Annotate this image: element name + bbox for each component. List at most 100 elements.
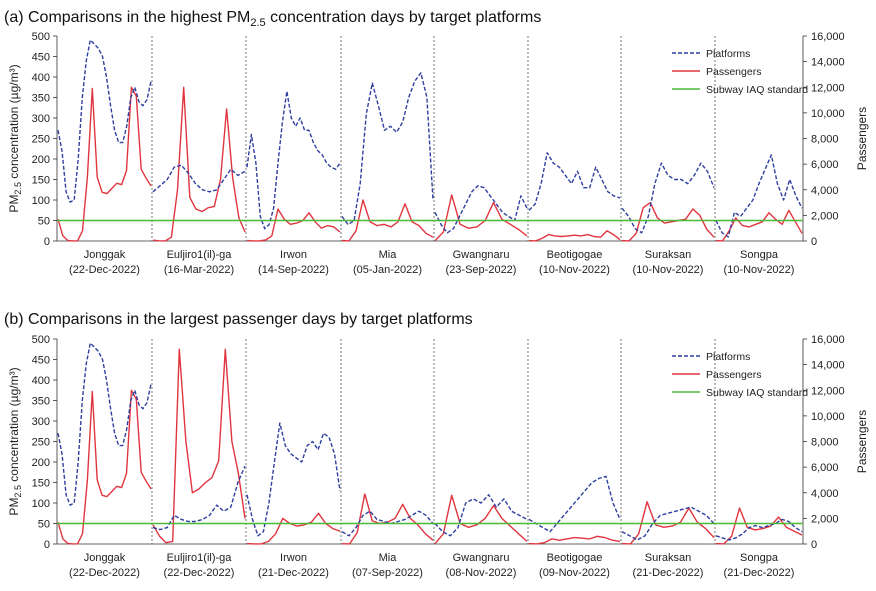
station-name: Suraksan — [645, 249, 691, 261]
passengers-line-6 — [528, 230, 621, 242]
y-tick-label: 50 — [38, 216, 50, 228]
passengers-line-2 — [152, 86, 246, 242]
platforms-line-8 — [715, 154, 803, 238]
station-name: Songpa — [740, 249, 779, 261]
y2-axis-label: Passengers — [855, 410, 869, 473]
legend-label: Passengers — [706, 66, 761, 78]
legend: Platforms Passengers Subway IAQ standard — [672, 48, 808, 96]
y2-tick-label: 16,000 — [811, 334, 845, 346]
platforms-line-1 — [57, 342, 152, 506]
passengers-line-1 — [57, 389, 152, 545]
passengers-line-8 — [715, 507, 803, 545]
station-date: (08-Nov-2022) — [446, 567, 517, 579]
passengers-line-4 — [341, 493, 434, 545]
legend-label: Platforms — [706, 48, 750, 60]
panel-a: (a) Comparisons in the highest PM2.5 con… — [4, 9, 869, 276]
platforms-line-4 — [341, 72, 434, 226]
legend: Platforms Passengers Subway IAQ standard — [672, 351, 808, 399]
platforms-line-8 — [715, 518, 803, 541]
station-date: (22-Dec-2022) — [69, 264, 140, 276]
passengers-line-5 — [434, 494, 528, 545]
y2-tick-label: 4,000 — [811, 185, 839, 197]
station-name: Jonggak — [84, 249, 126, 261]
platforms-line-6 — [528, 475, 621, 533]
platforms-line-4 — [341, 510, 434, 537]
platforms-line-7 — [621, 162, 715, 234]
station-date: (21-Dec-2022) — [633, 567, 704, 579]
station-date: (22-Dec-2022) — [164, 567, 235, 579]
y-axis-label: PM2.5 concentration (µg/m³) — [7, 367, 23, 515]
platforms-line-6 — [528, 152, 621, 211]
station-date: (16-Mar-2022) — [164, 264, 234, 276]
y-tick-label: 150 — [32, 478, 50, 490]
station-name: Gwangnaru — [453, 552, 510, 564]
station-date: (10-Nov-2022) — [539, 264, 610, 276]
station-name: Gwangnaru — [453, 249, 510, 261]
station-name: Irwon — [280, 552, 307, 564]
y-tick-label: 200 — [32, 457, 50, 469]
y2-tick-label: 12,000 — [811, 385, 845, 397]
y2-tick-label: 2,000 — [811, 210, 839, 222]
passengers-line-3 — [246, 208, 341, 242]
passengers-line-5 — [434, 194, 528, 242]
y2-tick-label: 4,000 — [811, 488, 839, 500]
y-tick-label: 100 — [32, 195, 50, 207]
y-tick-label: 450 — [32, 355, 50, 367]
station-name: Euljiro1(il)-ga — [167, 249, 233, 261]
y-tick-label: 350 — [32, 396, 50, 408]
passengers-line-7 — [621, 201, 715, 242]
station-date: (22-Dec-2022) — [69, 567, 140, 579]
station-name: Irwon — [280, 249, 307, 261]
y2-axis-label: Passengers — [855, 107, 869, 170]
station-date: (14-Sep-2022) — [258, 264, 329, 276]
station-name: Beotigogae — [547, 552, 603, 564]
y-tick-label: 250 — [32, 437, 50, 449]
y2-tick-label: 10,000 — [811, 411, 845, 423]
y-tick-label: 500 — [32, 334, 50, 346]
y2-tick-label: 6,000 — [811, 159, 839, 171]
platforms-line-1 — [57, 39, 152, 203]
y2-tick-label: 16,000 — [811, 31, 845, 43]
platforms-line-3 — [246, 422, 341, 537]
passengers-line-1 — [57, 86, 152, 242]
legend-label: Subway IAQ standard — [706, 387, 808, 399]
y2-tick-label: 2,000 — [811, 513, 839, 525]
passengers-line-3 — [246, 512, 341, 545]
y-tick-label: 200 — [32, 154, 50, 166]
station-date: (10-Nov-2022) — [724, 264, 795, 276]
station-date: (21-Dec-2022) — [258, 567, 329, 579]
legend-label: Passengers — [706, 369, 761, 381]
platforms-line-5 — [434, 185, 528, 234]
y2-tick-label: 8,000 — [811, 437, 839, 449]
passengers-line-8 — [715, 209, 803, 242]
y2-tick-label: 8,000 — [811, 134, 839, 146]
panel-a-title: (a) Comparisons in the highest PM2.5 con… — [4, 9, 541, 29]
platforms-line-2 — [152, 465, 246, 531]
y-tick-label: 150 — [32, 175, 50, 187]
y2-tick-label: 0 — [811, 236, 817, 248]
station-date: (21-Dec-2022) — [724, 567, 795, 579]
panel-b: (b) Comparisons in the largest passenger… — [4, 311, 869, 579]
platforms-line-7 — [621, 506, 715, 541]
station-name: Suraksan — [645, 552, 691, 564]
y-tick-label: 300 — [32, 113, 50, 125]
y-tick-label: 250 — [32, 134, 50, 146]
y-tick-label: 0 — [44, 236, 50, 248]
y-tick-label: 400 — [32, 72, 50, 84]
station-date: (23-Sep-2022) — [446, 264, 517, 276]
y2-tick-label: 6,000 — [811, 462, 839, 474]
y-tick-label: 100 — [32, 498, 50, 510]
y-tick-label: 300 — [32, 416, 50, 428]
passengers-line-2 — [152, 348, 246, 544]
station-date: (09-Nov-2022) — [539, 567, 610, 579]
y-tick-label: 450 — [32, 52, 50, 64]
platforms-line-3 — [246, 90, 341, 230]
y-tick-label: 50 — [38, 519, 50, 531]
station-name: Songpa — [740, 552, 779, 564]
y-tick-label: 0 — [44, 539, 50, 551]
passengers-line-6 — [528, 535, 621, 545]
legend-label: Subway IAQ standard — [706, 84, 808, 96]
platforms-line-5 — [434, 494, 528, 537]
panel-b-title: (b) Comparisons in the largest passenger… — [4, 311, 473, 328]
